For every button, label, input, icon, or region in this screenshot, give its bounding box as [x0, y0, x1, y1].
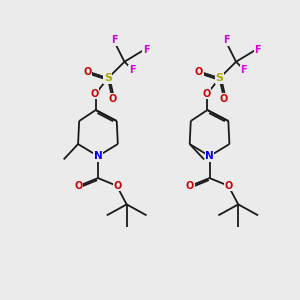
Text: O: O [202, 88, 210, 99]
Text: F: F [129, 65, 136, 75]
Text: O: O [108, 94, 116, 104]
Text: S: S [104, 73, 112, 83]
Text: F: F [111, 35, 118, 45]
Text: F: F [143, 45, 149, 55]
Text: O: O [195, 67, 203, 76]
Text: N: N [205, 151, 214, 161]
Text: F: F [223, 35, 230, 45]
Text: O: O [220, 94, 228, 104]
Text: O: O [113, 181, 122, 191]
Text: O: O [91, 88, 99, 99]
Text: F: F [254, 45, 261, 55]
Text: O: O [186, 181, 194, 191]
Text: O: O [74, 181, 83, 191]
Text: O: O [225, 181, 233, 191]
Text: O: O [83, 67, 92, 76]
Text: N: N [94, 151, 102, 161]
Text: F: F [241, 65, 247, 75]
Text: S: S [215, 73, 223, 83]
